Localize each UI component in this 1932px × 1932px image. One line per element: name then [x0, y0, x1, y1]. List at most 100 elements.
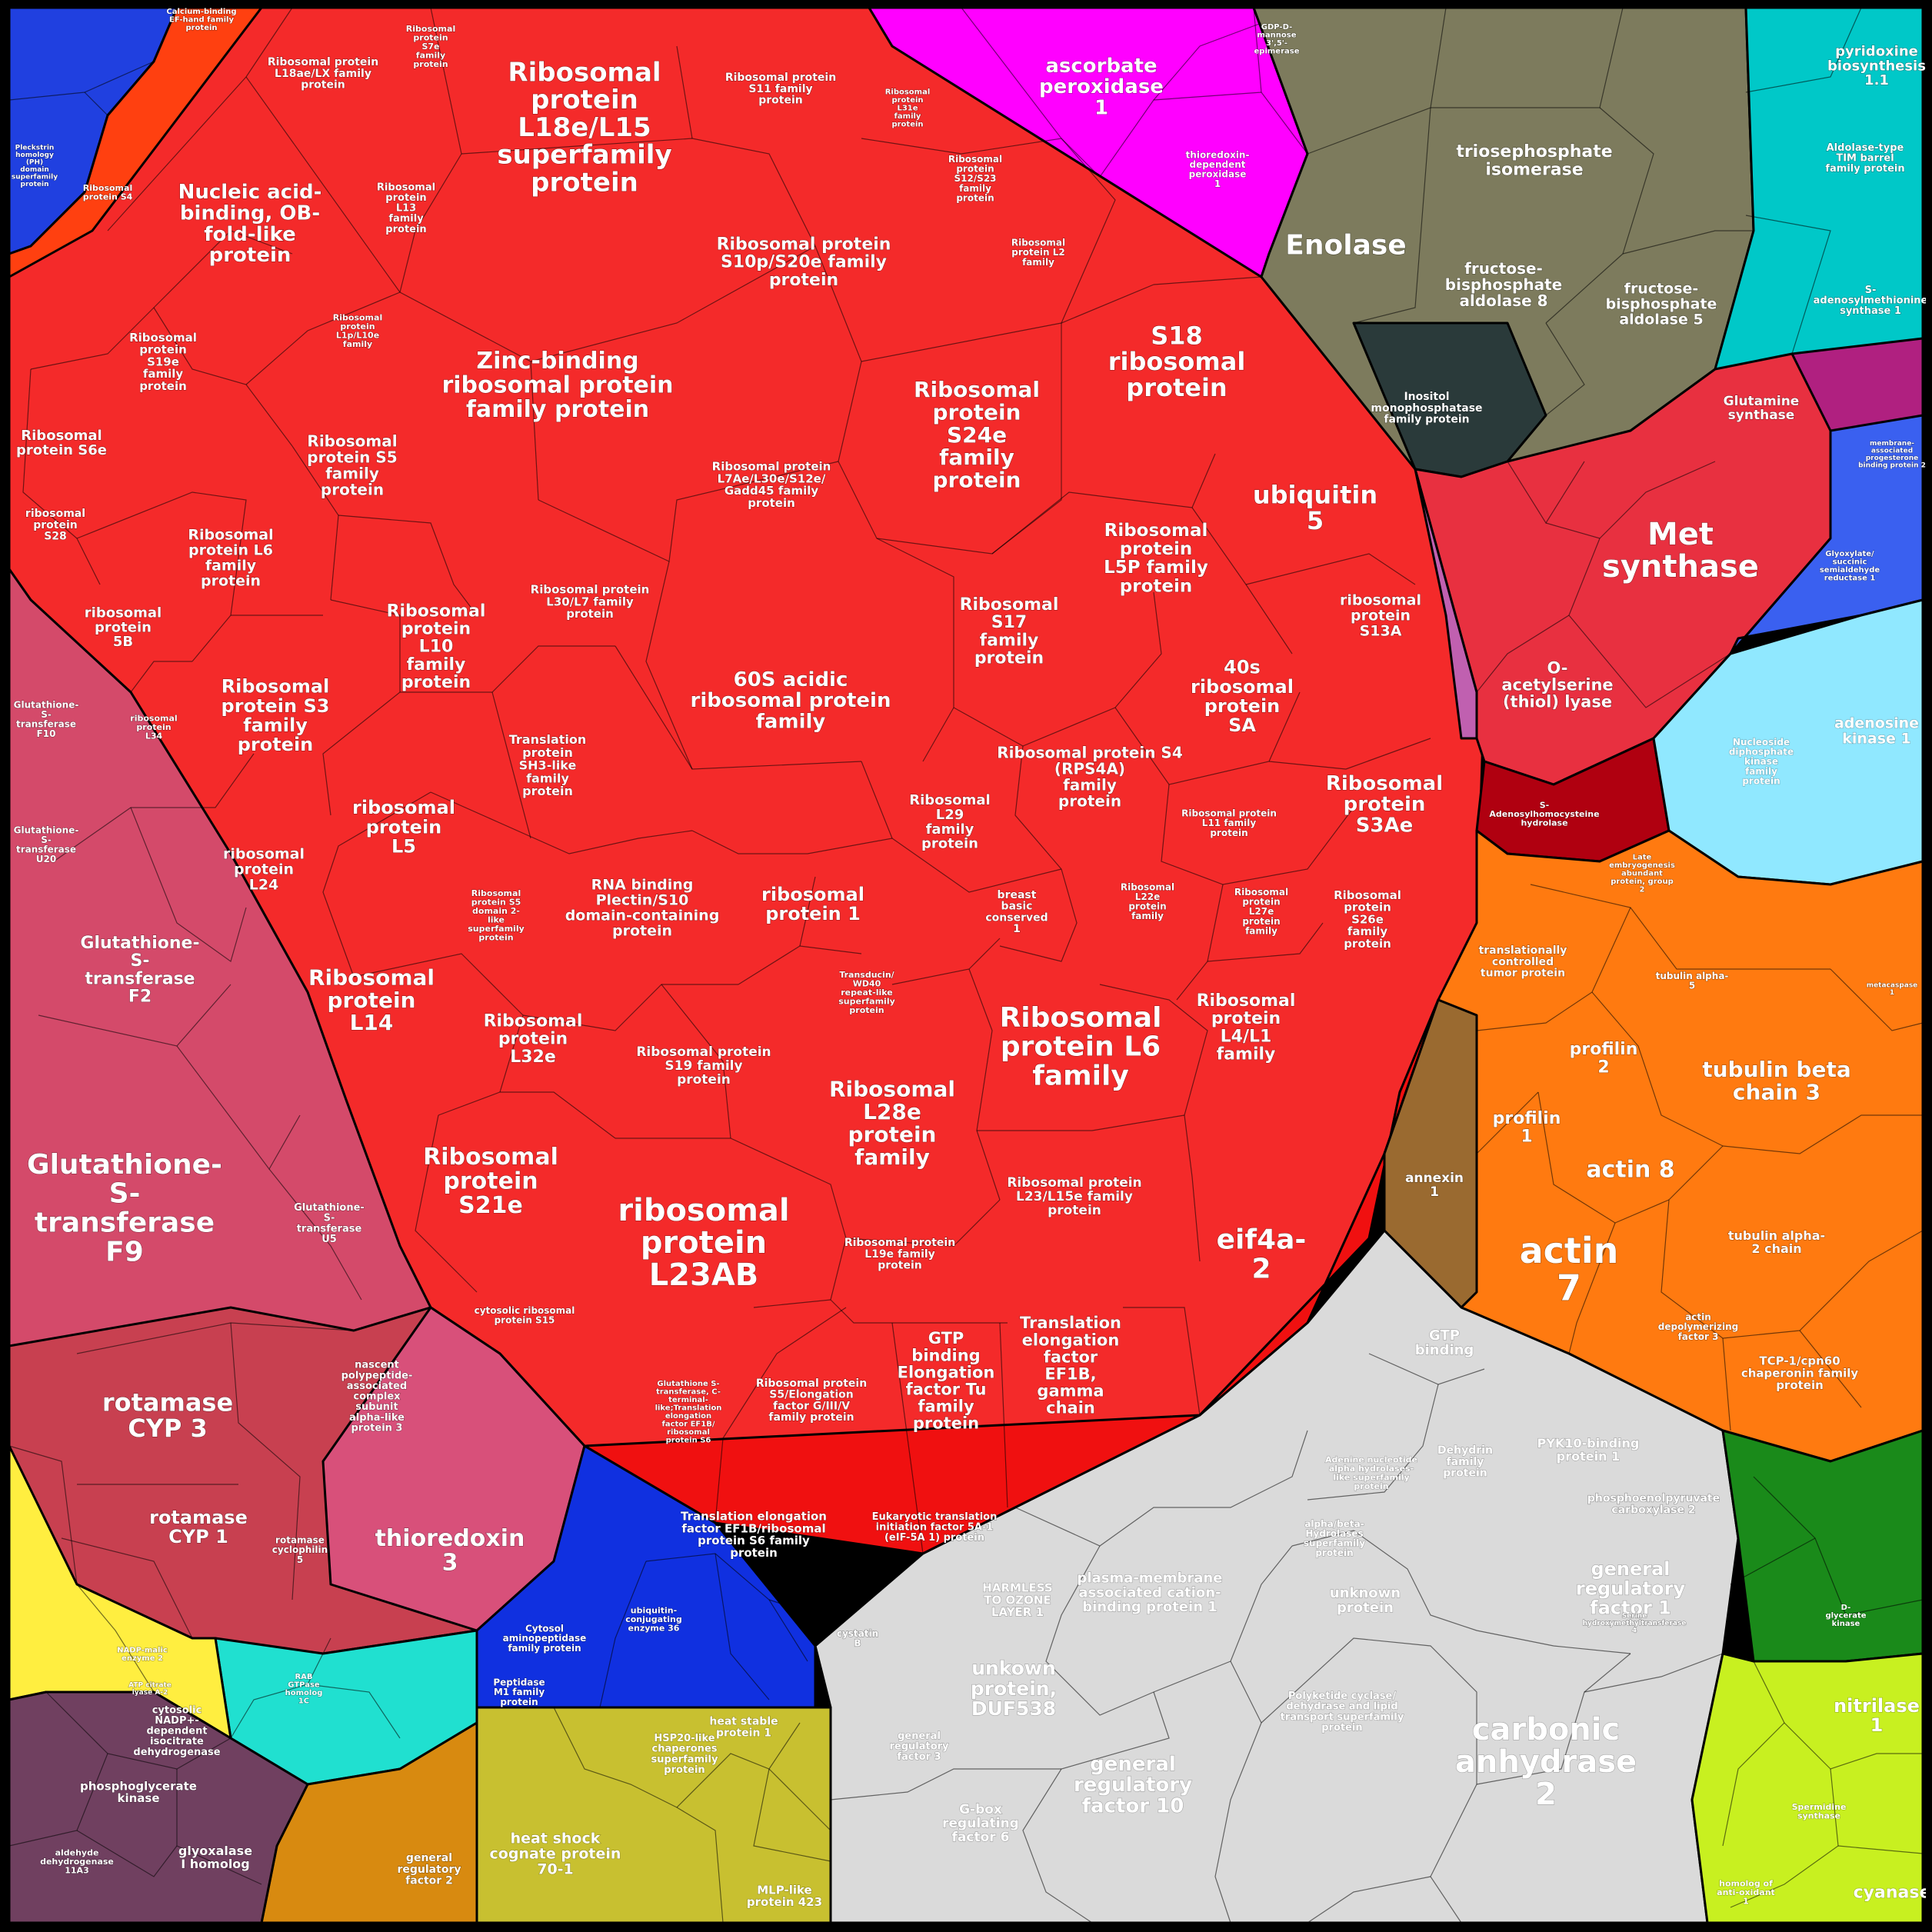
cell-boundary	[1476, 1091, 1539, 1154]
cell-boundary	[1799, 1330, 1862, 1408]
treemap-subdivisions	[8, 7, 1924, 1924]
cell-boundary	[400, 645, 615, 693]
cell-boundary	[615, 1138, 1001, 1247]
cell-boundary	[1753, 1476, 1924, 1616]
cell-boundary	[1622, 230, 1754, 255]
translation-group[interactable]	[583, 998, 1440, 1555]
treemap-cells	[8, 6, 1924, 1924]
cell-boundary	[999, 1322, 1008, 1508]
cell-boundary	[1184, 1114, 1201, 1262]
cell-boundary	[799, 876, 816, 947]
orange-topleft-group[interactable]	[8, 6, 263, 278]
cell-boundary	[1123, 1307, 1201, 1416]
cell-boundary	[676, 1722, 801, 1808]
cell-boundary	[968, 968, 1001, 1201]
pink-strip-group[interactable]	[1414, 468, 1478, 740]
cell-boundary	[1476, 907, 1631, 1031]
cell-boundary	[1268, 738, 1431, 770]
cell-boundary	[1730, 1768, 1839, 1908]
cell-boundary	[1153, 276, 1262, 285]
cell-boundary	[691, 830, 893, 854]
cell-boundary	[130, 807, 247, 962]
green-group[interactable]	[1721, 1429, 1924, 1663]
blue-right-group[interactable]	[1729, 414, 1924, 655]
cell-boundary	[1230, 1545, 1293, 1662]
cell-boundary	[768, 1768, 831, 1831]
cell-boundary	[1291, 1530, 1631, 1654]
cell-boundary	[1722, 1337, 1731, 1431]
cell-boundary	[1245, 553, 1416, 585]
cell-boundary	[1537, 1091, 1670, 1224]
cell-boundary	[415, 1114, 478, 1293]
cell-boundary	[1353, 107, 1431, 324]
cell-boundary	[676, 45, 693, 139]
cell-boundary	[45, 1691, 232, 1770]
cell-boundary	[876, 538, 954, 762]
khaki-group[interactable]	[475, 1706, 832, 1924]
cell-boundary	[1307, 1384, 1439, 1501]
cell-boundary	[1584, 1653, 1724, 1693]
cell-boundary	[977, 1114, 1185, 1131]
cell-boundary	[768, 1599, 816, 1616]
cell-boundary	[1099, 984, 1208, 1116]
cell-boundary	[353, 953, 524, 1093]
cell-boundary	[538, 461, 839, 562]
cell-boundary	[1730, 1537, 1816, 1585]
cell-boundary	[1014, 1430, 1308, 1547]
cell-boundary	[107, 76, 247, 232]
cell-boundary	[1307, 1876, 1431, 1924]
cell-boundary	[1207, 922, 1324, 962]
cell-boundary	[1745, 7, 1862, 93]
cell-boundary	[830, 1768, 1061, 1800]
cell-boundary	[153, 307, 293, 447]
cell-boundary	[1153, 22, 1262, 101]
cell-boundary	[491, 691, 531, 839]
cell-boundary	[1568, 1222, 1616, 1354]
cell-boundary	[338, 515, 478, 616]
lime-group[interactable]	[1690, 1652, 1924, 1924]
cell-boundary	[322, 791, 431, 978]
cell-boundary	[84, 92, 108, 116]
cell-boundary	[999, 868, 1078, 962]
cell-boundary	[1722, 1722, 1785, 1847]
cell-boundary	[1545, 322, 1585, 416]
cell-boundary	[53, 753, 255, 862]
cell-boundary	[1722, 1114, 1923, 1154]
cell-boundary	[399, 7, 462, 293]
cell-boundary	[1830, 968, 1924, 1031]
cell-boundary	[230, 1322, 301, 1601]
cell-boundary	[76, 1584, 155, 1693]
cell-boundary	[438, 1091, 616, 1139]
cell-boundary	[1530, 884, 1830, 970]
cell-boundary	[1014, 745, 1062, 870]
cell-boundary	[1745, 215, 1831, 355]
cell-boundary	[599, 1561, 647, 1708]
cell-boundary	[76, 1830, 178, 1877]
cell-boundary	[661, 984, 731, 1139]
cell-boundary	[8, 1445, 78, 1585]
cell-boundary	[307, 1637, 331, 1685]
cell-boundary	[645, 1553, 808, 1662]
cell-boundary	[245, 291, 401, 385]
cell-boundary	[753, 1299, 831, 1308]
cell-boundary	[461, 138, 816, 247]
cell-boundary	[330, 599, 401, 692]
purple-left-group[interactable]	[8, 1690, 309, 1924]
cell-boundary	[645, 561, 862, 770]
cell-boundary	[891, 1322, 924, 1554]
cell-boundary	[1545, 461, 1716, 539]
cell-boundary	[1045, 1545, 1231, 1716]
cell-boundary	[1591, 991, 1724, 1147]
cell-boundary	[861, 761, 1062, 893]
cell-boundary	[530, 361, 539, 501]
cell-boundary	[245, 7, 293, 78]
cell-boundary	[553, 1707, 724, 1924]
cell-boundary	[268, 1168, 362, 1301]
cell-boundary	[76, 491, 247, 662]
cell-boundary	[22, 368, 101, 585]
cell-boundary	[715, 1307, 847, 1524]
cell-boundary	[1476, 1653, 1631, 1785]
cell-boundary	[322, 691, 401, 816]
